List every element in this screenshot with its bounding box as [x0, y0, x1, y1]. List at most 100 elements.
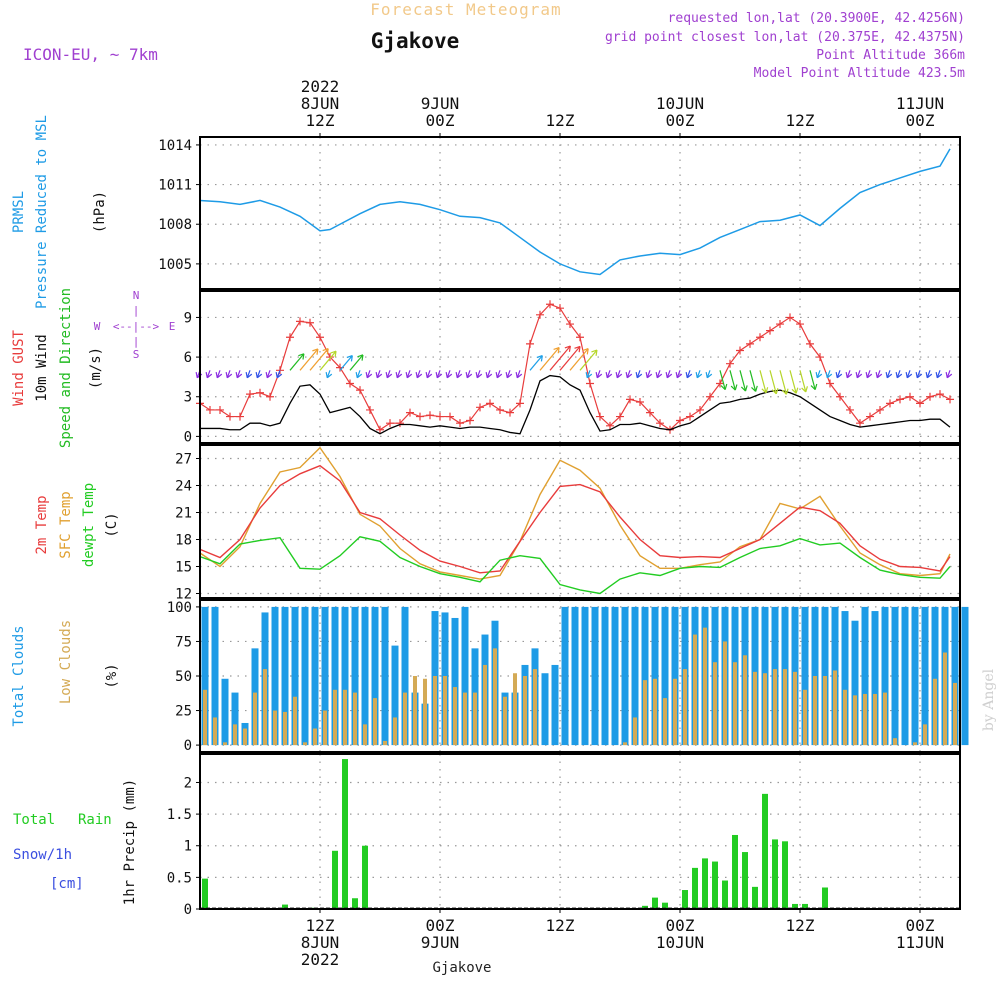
wind-direction-arrow: [386, 370, 391, 379]
wind-direction-arrow: [816, 370, 821, 379]
time-label: 12Z: [786, 111, 815, 130]
low-cloud-bar: [743, 655, 747, 746]
wind-direction-arrow: [549, 345, 571, 371]
point-altitude: Point Altitude 366m: [816, 48, 965, 63]
total-cloud-bar: [231, 692, 239, 746]
clouds-ytick-label: 25: [175, 704, 192, 720]
low-cloud-bar: [923, 724, 927, 746]
wind-direction-arrow: [366, 370, 371, 379]
total-cloud-bar: [401, 606, 409, 746]
low-cloud-bar: [433, 676, 437, 746]
low-cloud-bar: [753, 671, 757, 746]
gust-marker: [326, 353, 334, 362]
temp-panel: 12 15 18 21 24 27: [175, 444, 961, 603]
total-cloud-bar: [951, 606, 959, 746]
rain-bar: [202, 878, 208, 909]
clouds-frame: [199, 599, 961, 753]
gust-marker: [716, 379, 724, 388]
low-cloud-bar: [513, 673, 517, 746]
wind-direction-arrow: [926, 370, 931, 379]
rain-bar: [772, 839, 778, 909]
wind-direction-arrow: [506, 370, 511, 379]
total-cloud-bar: [351, 606, 359, 746]
gust-marker: [296, 317, 304, 326]
wind-direction-arrowhead: [385, 371, 393, 379]
wind-direction-arrowhead: [591, 349, 598, 356]
wind-direction-arrowhead: [635, 371, 643, 379]
credit: by Angel: [981, 668, 997, 731]
gust-marker: [546, 300, 554, 309]
gust-marker: [836, 392, 844, 401]
total-cloud-bar: [961, 606, 969, 746]
low-cloud-bar: [863, 693, 867, 746]
total-cloud-bar: [921, 606, 929, 746]
total-cloud-bar: [871, 611, 879, 746]
temp-label-2m: 2m Temp: [34, 495, 50, 554]
gust-marker: [626, 395, 634, 404]
low-cloud-bar: [383, 740, 387, 746]
low-cloud-bar: [353, 692, 357, 746]
low-cloud-bar: [633, 717, 637, 746]
wind-direction-arrowhead: [465, 371, 473, 379]
total-cloud-bar: [801, 606, 809, 746]
low-cloud-bar: [823, 676, 827, 746]
rain-bar: [792, 903, 798, 909]
model-altitude: Model Point Altitude 423.5m: [754, 66, 965, 81]
low-cloud-bar: [793, 671, 797, 746]
wind-direction-arrowhead: [405, 371, 413, 379]
wind-panel: 0 3 6 9: [184, 290, 961, 445]
wind-direction-arrowhead: [595, 371, 603, 379]
low-cloud-bar: [643, 680, 647, 746]
wind-direction-arrow: [326, 370, 331, 379]
compass-south: S: [133, 348, 140, 361]
wind-ytick-label: 9: [184, 310, 192, 326]
clouds-ytick-label: 75: [175, 634, 192, 650]
wind-direction-arrowhead: [751, 385, 758, 392]
precip-label-unit: 1hr Precip (mm): [122, 779, 138, 905]
precip-label-rain: Rain: [78, 812, 112, 828]
total-cloud-bar: [641, 606, 649, 746]
wind-direction-arrowhead: [564, 345, 571, 352]
wind-direction-arrow: [696, 370, 701, 379]
clouds-label-unit: (%): [104, 663, 120, 688]
gust-marker: [366, 405, 374, 414]
total-cloud-bar: [381, 606, 389, 746]
gust-marker: [646, 408, 654, 417]
precip-label-total: Total: [13, 812, 55, 828]
wind-direction-arrowhead: [365, 371, 373, 379]
wind-direction-arrow: [299, 348, 319, 371]
gust-marker: [846, 405, 854, 414]
temp-2m-line: [199, 464, 951, 574]
wind-direction-arrowhead: [325, 371, 333, 379]
wind-direction-arrow: [626, 370, 631, 379]
gust-marker: [206, 405, 214, 414]
total-cloud-bar: [861, 606, 869, 746]
low-cloud-bar: [873, 693, 877, 746]
total-cloud-bar: [361, 606, 369, 746]
wind-direction-arrowhead: [875, 371, 883, 379]
compass-north: N: [133, 289, 140, 302]
low-cloud-bar: [483, 664, 487, 746]
gust-marker: [686, 412, 694, 421]
wind-direction-arrowhead: [655, 371, 663, 379]
low-cloud-bar: [203, 689, 207, 746]
time-label: 00Z: [426, 916, 455, 935]
wind-direction-arrow: [396, 370, 401, 379]
total-cloud-bar: [631, 606, 639, 746]
wind-direction-arrow: [666, 370, 671, 379]
low-cloud-bar: [933, 678, 937, 746]
footer-location: Gjakove: [432, 960, 491, 976]
grid-point-coords: grid point closest lon,lat (20.375E, 42.…: [605, 30, 965, 45]
gust-marker: [856, 419, 864, 428]
rain-bar: [352, 898, 358, 909]
pressure-panel: 1005 1008 1011 1014: [158, 136, 961, 290]
gust-marker: [696, 405, 704, 414]
wind-direction-arrow: [356, 370, 361, 379]
wind-direction-arrowhead: [935, 371, 943, 379]
time-label: 10JUN: [656, 94, 704, 113]
wind-direction-arrowhead: [625, 371, 633, 379]
gust-marker: [896, 395, 904, 404]
gust-marker: [396, 419, 404, 428]
wind-direction-arrowhead: [855, 371, 863, 379]
